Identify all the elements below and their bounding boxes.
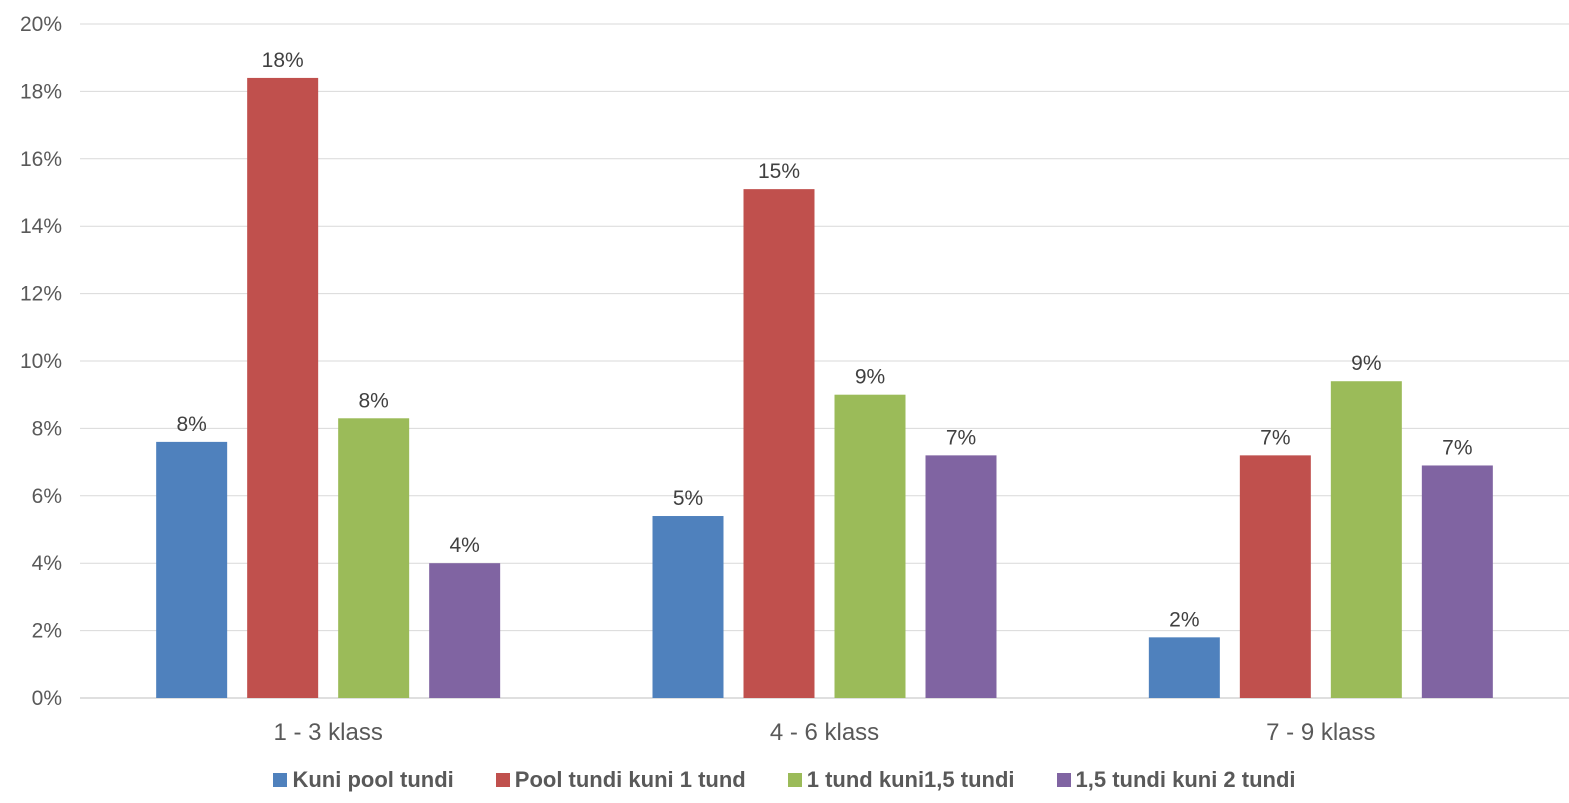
bar: [1148, 637, 1220, 698]
y-tick-label: 14%: [20, 215, 62, 238]
legend-label-series-2: Pool tundi kuni 1 tund: [514, 767, 746, 792]
data-label: 18%: [262, 49, 304, 72]
y-tick-label: 12%: [20, 283, 62, 306]
legend-item-series-4: 1,5 tundi kuni 2 tundi: [1056, 767, 1296, 793]
y-tick-label: 4%: [32, 552, 62, 575]
legend-label-series-4: 1,5 tundi kuni 2 tundi: [1075, 767, 1296, 792]
bar: [925, 455, 997, 698]
legend-swatch-series-1: [273, 773, 288, 787]
y-tick-label: 16%: [20, 148, 62, 171]
data-label: 8%: [358, 389, 388, 412]
y-tick-label: 20%: [20, 13, 62, 36]
x-category-label: 1 - 3 klass: [273, 719, 382, 746]
bar: [1239, 455, 1311, 698]
y-tick-label: 2%: [32, 620, 62, 643]
legend-label-series-1: Kuni pool tundi: [292, 767, 454, 792]
legend-swatch-series-3: [787, 773, 802, 787]
y-tick-label: 8%: [32, 417, 62, 440]
data-label: 7%: [946, 426, 976, 449]
legend-swatch-series-2: [495, 773, 510, 787]
legend-item-series-2: Pool tundi kuni 1 tund: [495, 767, 746, 793]
data-label: 7%: [1260, 426, 1290, 449]
legend: Kuni pool tundi Pool tundi kuni 1 tund 1…: [0, 760, 1569, 800]
data-label: 2%: [1169, 608, 1199, 631]
legend-swatch-series-4: [1056, 773, 1071, 787]
data-label: 9%: [1351, 352, 1381, 375]
bar: [429, 563, 501, 698]
data-label: 15%: [758, 160, 800, 183]
data-label: 9%: [855, 366, 885, 389]
data-label: 5%: [673, 487, 703, 510]
bar: [156, 441, 228, 698]
bar: [247, 77, 319, 699]
x-category-label: 4 - 6 klass: [770, 719, 879, 746]
y-tick-label: 6%: [32, 485, 62, 508]
bar: [338, 418, 410, 698]
bar: [1330, 381, 1402, 698]
data-label: 4%: [449, 534, 479, 557]
bar: [834, 394, 906, 698]
legend-label-series-3: 1 tund kuni1,5 tundi: [806, 767, 1015, 792]
bar: [652, 516, 724, 698]
data-label: 8%: [176, 413, 206, 436]
legend-item-series-1: Kuni pool tundi: [273, 767, 454, 793]
y-tick-label: 0%: [32, 687, 62, 710]
bar: [743, 189, 815, 698]
chart-svg: 0% 2% 4% 6% 8% 10% 12% 14% 16% 18% 20% 8% 18% 8% 4% 1 -…: [20, 13, 1569, 746]
y-tick-label: 18%: [20, 80, 62, 103]
bar: [1421, 465, 1493, 698]
x-category-label: 7 - 9 klass: [1266, 719, 1375, 746]
data-label: 7%: [1442, 436, 1472, 459]
y-tick-label: 10%: [20, 350, 62, 373]
legend-item-series-3: 1 tund kuni1,5 tundi: [787, 767, 1015, 793]
